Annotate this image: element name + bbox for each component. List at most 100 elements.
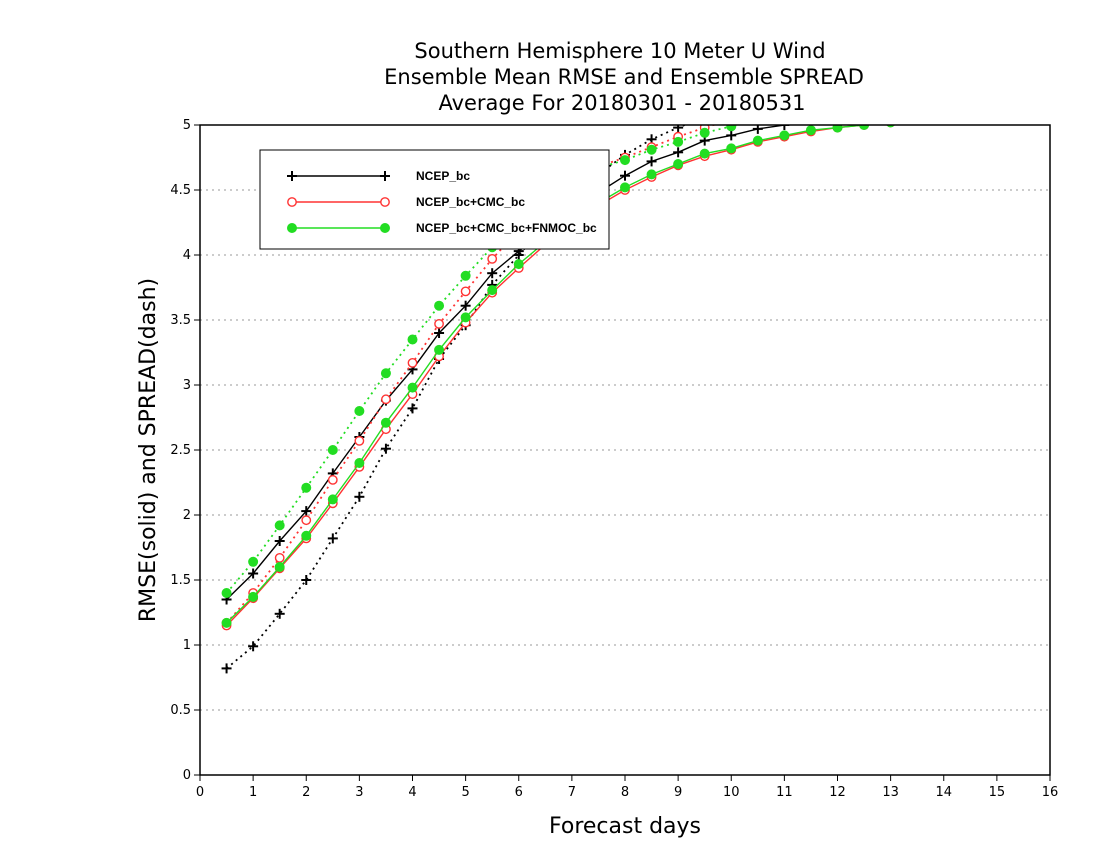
point-ncep-bc-cmc-bc-spread-8	[434, 318, 444, 329]
point-ncep-bc-cmc-bc-spread-10	[487, 253, 498, 264]
point-ncep-bc-cmc-bc-fnmoc-bc-rmse-9	[460, 312, 471, 323]
y-axis-label: RMSE(solid) and SPREAD(dash)	[136, 278, 161, 622]
point-ncep-bc-spread-4	[327, 533, 338, 544]
x-tick-label-6: 6	[515, 785, 523, 800]
legend-marker-end-ncep-bc	[380, 171, 390, 181]
x-tick-label-15: 15	[989, 785, 1006, 800]
legend-marker-end-ncep-bc-cmc-bc	[380, 197, 390, 207]
x-tick-label-2: 2	[302, 785, 310, 800]
point-ncep-bc-spread-5	[354, 491, 365, 502]
point-ncep-bc-cmc-bc-fnmoc-bc-rmse-19	[726, 143, 737, 154]
point-ncep-bc-spread-17	[673, 125, 684, 133]
y-tick-label-2: 1	[183, 638, 191, 653]
x-tick-label-13: 13	[882, 785, 899, 800]
legend-marker-start-ncep-bc	[287, 171, 297, 181]
point-ncep-bc-cmc-bc-spread-2	[274, 553, 285, 563]
x-tick-label-5: 5	[461, 785, 469, 800]
y-tick-label-1: 0.5	[170, 703, 191, 718]
x-tick-label-0: 0	[196, 785, 204, 800]
point-ncep-bc-rmse-8	[434, 328, 445, 338]
y-tick-label-6: 3	[183, 378, 191, 393]
point-ncep-bc-cmc-bc-spread-6	[381, 394, 391, 405]
legend-box	[259, 149, 610, 250]
series-ncep-bc-cmc-bc-spread-line	[225, 125, 717, 624]
point-ncep-bc-cmc-bc-fnmoc-bc-rmse-5	[354, 458, 365, 468]
point-ncep-bc-cmc-bc-fnmoc-bc-rmse-21	[779, 130, 790, 141]
point-ncep-bc-cmc-bc-fnmoc-bc-spread-15	[620, 155, 630, 166]
point-ncep-bc-cmc-bc-fnmoc-bc-spread-9	[460, 270, 471, 281]
point-ncep-bc-spread-7	[407, 403, 418, 414]
y-tick-label-7: 3.5	[170, 313, 191, 328]
x-tick-label-11: 11	[776, 785, 793, 800]
gridlines	[200, 189, 1050, 711]
x-tick-label-7: 7	[568, 785, 576, 800]
y-tick-label-9: 4.5	[170, 183, 191, 198]
point-ncep-bc-cmc-bc-fnmoc-bc-spread-6	[380, 368, 391, 379]
point-ncep-bc-cmc-bc-fnmoc-bc-spread-17	[673, 136, 684, 147]
point-ncep-bc-cmc-bc-fnmoc-bc-rmse-15	[620, 182, 630, 193]
x-tick-label-14: 14	[935, 785, 952, 800]
point-ncep-bc-rmse-15	[620, 170, 630, 181]
y-tick-label-8: 4	[183, 248, 191, 263]
point-ncep-bc-cmc-bc-fnmoc-bc-rmse-8	[434, 344, 445, 355]
point-ncep-bc-rmse-21	[779, 125, 790, 130]
y-tick-label-3: 1.5	[170, 573, 191, 588]
x-tick-label-16: 16	[1042, 785, 1059, 800]
point-ncep-bc-spread-2	[274, 608, 285, 619]
x-tick-label-3: 3	[355, 785, 363, 800]
point-ncep-bc-cmc-bc-fnmoc-bc-rmse-1	[248, 591, 259, 602]
point-ncep-bc-cmc-bc-spread-9	[460, 286, 471, 297]
y-tick-label-4: 2	[183, 508, 191, 523]
point-ncep-bc-rmse-3	[301, 506, 312, 517]
legend-label-ncep-bc-cmc-bc-fnmoc-bc: NCEP_bc+CMC_bc+FNMOC_bc	[416, 221, 597, 235]
legend-marker-start-ncep-bc-cmc-bc-fnmoc-bc	[287, 223, 297, 233]
point-ncep-bc-rmse-9	[460, 300, 471, 311]
x-tick-label-9: 9	[674, 785, 682, 800]
point-ncep-bc-cmc-bc-fnmoc-bc-rmse-16	[646, 169, 657, 180]
point-ncep-bc-cmc-bc-fnmoc-bc-rmse-4	[327, 494, 338, 505]
point-ncep-bc-cmc-bc-fnmoc-bc-rmse-6	[380, 417, 391, 428]
x-axis-label: Forecast days	[549, 814, 701, 839]
point-ncep-bc-cmc-bc-fnmoc-bc-rmse-0	[221, 617, 232, 628]
point-ncep-bc-cmc-bc-fnmoc-bc-spread-8	[434, 300, 445, 311]
point-ncep-bc-cmc-bc-fnmoc-bc-spread-1	[248, 556, 259, 567]
legend-marker-start-ncep-bc-cmc-bc	[287, 197, 297, 207]
point-ncep-bc-cmc-bc-fnmoc-bc-rmse-17	[673, 159, 684, 169]
x-tick-label-10: 10	[723, 785, 740, 800]
point-ncep-bc-rmse-16	[646, 156, 657, 167]
point-ncep-bc-cmc-bc-fnmoc-bc-rmse-22	[805, 125, 816, 136]
x-tick-label-4: 4	[408, 785, 416, 800]
point-ncep-bc-rmse-17	[673, 147, 684, 158]
point-ncep-bc-rmse-1	[248, 568, 259, 579]
point-ncep-bc-cmc-bc-fnmoc-bc-rmse-20	[752, 135, 763, 146]
point-ncep-bc-spread-3	[301, 575, 312, 585]
point-ncep-bc-rmse-19	[726, 130, 737, 141]
point-ncep-bc-cmc-bc-fnmoc-bc-rmse-11	[513, 259, 524, 270]
legend-marker-end-ncep-bc-cmc-bc-fnmoc-bc	[380, 223, 390, 233]
point-ncep-bc-cmc-bc-fnmoc-bc-rmse-7	[407, 382, 418, 393]
point-ncep-bc-cmc-bc-fnmoc-bc-spread-5	[354, 406, 365, 416]
point-ncep-bc-cmc-bc-fnmoc-bc-spread-19	[726, 125, 737, 132]
point-ncep-bc-cmc-bc-fnmoc-bc-spread-4	[327, 445, 338, 455]
point-ncep-bc-cmc-bc-fnmoc-bc-rmse-24	[859, 125, 870, 130]
legend-label-ncep-bc-cmc-bc: NCEP_bc+CMC_bc	[416, 195, 525, 209]
point-ncep-bc-cmc-bc-fnmoc-bc-spread-16	[646, 144, 657, 155]
y-tick-label-0: 0	[183, 768, 191, 783]
point-ncep-bc-spread-6	[380, 443, 391, 454]
point-ncep-bc-rmse-2	[274, 536, 285, 546]
point-ncep-bc-cmc-bc-fnmoc-bc-spread-0	[221, 588, 232, 598]
point-ncep-bc-cmc-bc-fnmoc-bc-spread-2	[274, 520, 285, 531]
point-ncep-bc-cmc-bc-spread-5	[354, 435, 365, 446]
legend: NCEP_bc NCEP_bc+CMC_bc NCEP_bc+CMC_bc+FNMO…	[259, 149, 610, 250]
chart-title-line-2: Ensemble Mean RMSE and Ensemble SPREAD	[384, 65, 864, 89]
point-ncep-bc-cmc-bc-spread-3	[301, 515, 312, 526]
point-ncep-bc-rmse-10	[487, 268, 498, 279]
point-ncep-bc-cmc-bc-fnmoc-bc-spread-18	[699, 127, 710, 138]
point-ncep-bc-cmc-bc-fnmoc-bc-rmse-18	[699, 148, 710, 159]
x-tick-label-12: 12	[829, 785, 846, 800]
point-ncep-bc-cmc-bc-fnmoc-bc-rmse-10	[487, 285, 498, 296]
point-ncep-bc-cmc-bc-spread-4	[327, 474, 338, 485]
point-ncep-bc-cmc-bc-fnmoc-bc-spread-7	[407, 334, 418, 345]
